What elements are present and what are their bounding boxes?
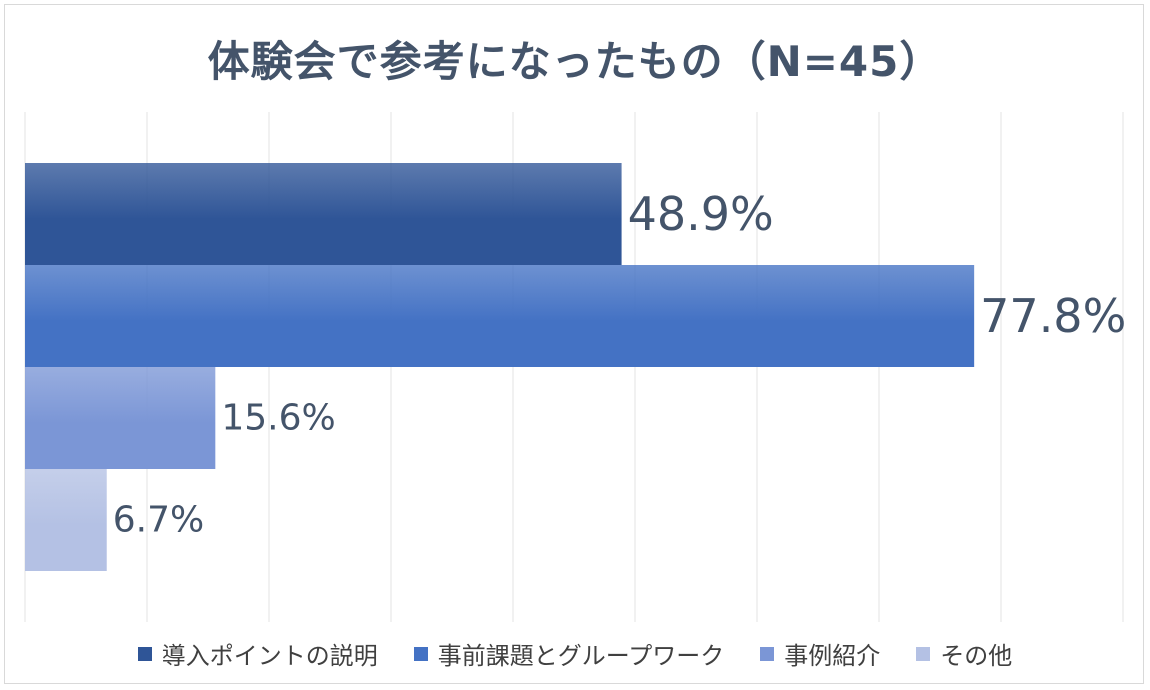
bar [25, 163, 622, 265]
legend-item: 事例紹介 [760, 636, 880, 671]
bar [25, 469, 107, 571]
legend-swatch [413, 646, 428, 661]
data-label: 48.9% [628, 187, 774, 241]
chart-title: 体験会で参考になったもの（N=45） [207, 37, 943, 86]
data-label: 15.6% [221, 398, 335, 439]
legend-item: 事前課題とグループワーク [413, 636, 725, 671]
legend-swatch [137, 646, 152, 661]
bar [25, 367, 216, 469]
legend-item: 導入ポイントの説明 [137, 636, 378, 671]
chart-legend: 導入ポイントの説明 事前課題とグループワーク 事例紹介 その他 [0, 636, 1150, 671]
legend-item: その他 [916, 636, 1012, 671]
legend-label: その他 [940, 642, 1013, 670]
legend-swatch [916, 646, 931, 661]
legend-swatch [760, 646, 775, 661]
legend-label: 事前課題とグループワーク [437, 642, 725, 670]
legend-label: 導入ポイントの説明 [161, 642, 378, 670]
legend-label: 事例紹介 [784, 642, 881, 670]
data-label: 77.8% [980, 289, 1126, 343]
data-label: 6.7% [113, 500, 204, 541]
bar [25, 265, 975, 367]
